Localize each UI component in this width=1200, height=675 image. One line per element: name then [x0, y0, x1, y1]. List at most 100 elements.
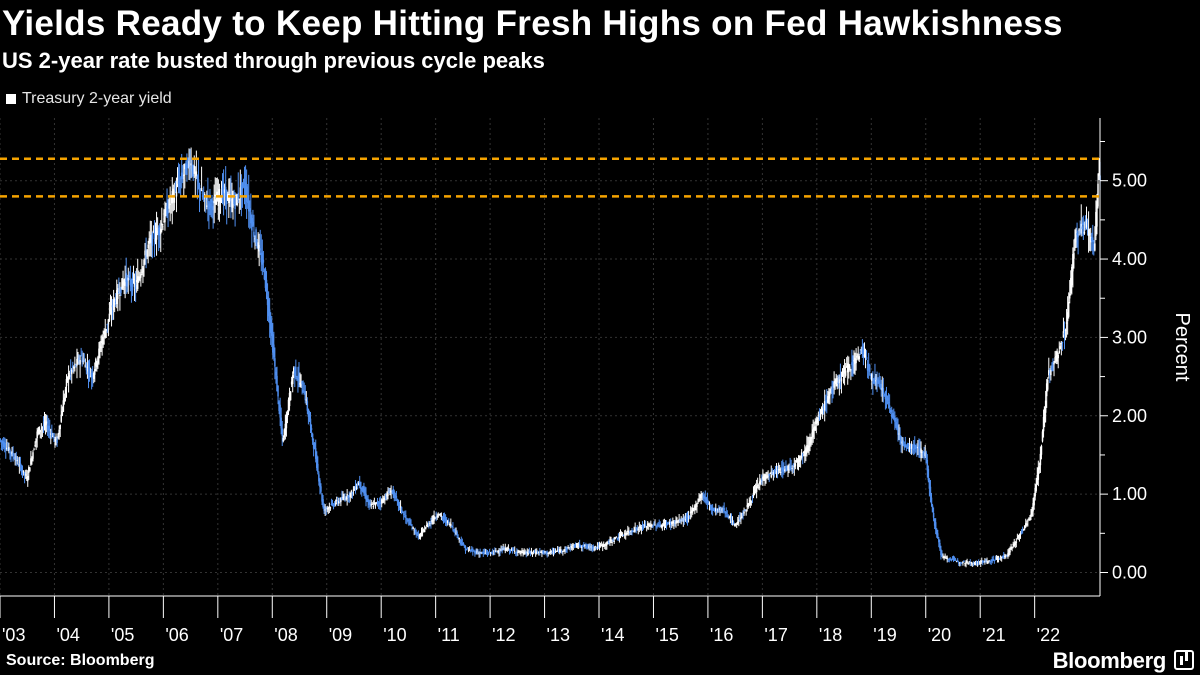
candle-body — [60, 414, 63, 422]
candle-body — [1041, 431, 1044, 442]
candle-body — [348, 495, 350, 498]
candle-body — [222, 185, 225, 196]
candle-body — [75, 364, 77, 366]
candle-body — [79, 359, 81, 365]
candle-body — [88, 366, 91, 370]
candle-body — [109, 309, 112, 312]
candle-body — [156, 230, 159, 234]
candle-body — [1088, 233, 1091, 235]
candle-body — [194, 172, 197, 174]
candle-body — [629, 530, 631, 532]
candle-body — [277, 385, 279, 397]
candle-body — [772, 471, 775, 476]
candle-body — [236, 196, 238, 206]
candle-body — [187, 159, 189, 161]
candle-body — [713, 508, 716, 512]
candle-body — [620, 533, 623, 535]
candle-body — [843, 367, 846, 374]
candle-body — [659, 525, 662, 527]
candle-body — [148, 238, 150, 244]
candle-body — [545, 552, 547, 554]
candle-body — [479, 552, 481, 554]
candle-body — [834, 380, 836, 383]
candle-body — [281, 428, 283, 436]
candle-body — [425, 524, 428, 527]
candle-body — [111, 305, 114, 308]
candle-body — [526, 551, 529, 554]
candle-body — [184, 164, 186, 170]
candle-body — [710, 506, 713, 510]
candle-body — [742, 512, 744, 516]
candle-body — [389, 493, 391, 496]
candle-body — [1057, 354, 1059, 359]
x-tick-label: '14 — [601, 625, 624, 645]
candle-body — [1060, 341, 1063, 344]
candle-body — [770, 471, 773, 478]
candle-body — [535, 551, 538, 554]
candle-body — [1043, 406, 1046, 423]
candle-body — [584, 544, 586, 546]
candle-body — [318, 474, 320, 482]
candle-body — [481, 552, 483, 554]
candle-body — [905, 446, 908, 448]
candle-body — [587, 545, 589, 547]
candle-body — [328, 506, 331, 508]
candle-body — [110, 310, 113, 316]
candle-body — [494, 550, 496, 552]
candle-body — [576, 545, 579, 547]
candle-body — [518, 550, 520, 552]
candle-body — [812, 429, 814, 438]
candle-body — [1025, 523, 1027, 526]
candle-body — [325, 507, 327, 509]
candle-body — [1045, 383, 1048, 397]
candle-body — [665, 524, 668, 526]
candle-body — [72, 366, 74, 369]
candle-body — [369, 502, 371, 504]
candle-body — [183, 174, 185, 176]
candle-body — [295, 367, 297, 377]
candle-body — [1026, 523, 1028, 525]
candle-body — [299, 382, 301, 385]
candle-body — [528, 551, 531, 553]
candle-body — [796, 460, 799, 463]
candle-body — [101, 341, 103, 343]
candle-body — [411, 528, 413, 530]
candle-body — [480, 551, 482, 554]
candle-body — [307, 409, 310, 417]
candle-body — [284, 423, 287, 436]
candle-body — [923, 451, 925, 453]
candle-body — [215, 199, 218, 205]
candle-body — [444, 518, 447, 522]
candle-body — [616, 537, 619, 539]
candle-body — [234, 204, 236, 210]
candle-body — [283, 429, 286, 438]
candle-body — [837, 382, 840, 385]
candle-body — [571, 547, 574, 549]
candle-body — [643, 524, 646, 527]
candle-body — [375, 502, 378, 504]
candle-body — [1065, 322, 1068, 324]
candle-body — [621, 535, 624, 537]
candle-body — [54, 439, 56, 441]
candle-body — [548, 551, 551, 554]
candle-body — [983, 561, 985, 563]
candle-body — [525, 552, 527, 554]
candle-body — [947, 558, 950, 560]
candle-body — [588, 545, 590, 548]
candle-body — [207, 198, 209, 203]
x-tick-label: '21 — [982, 625, 1005, 645]
candle-body — [1062, 331, 1065, 338]
candle-body — [655, 526, 657, 528]
candle-body — [1094, 243, 1096, 251]
candle-body — [709, 504, 712, 507]
candle-body — [810, 437, 812, 443]
candle-body — [757, 486, 760, 488]
candle-body — [456, 531, 458, 536]
candle-body — [532, 550, 535, 552]
chart-subtitle: US 2-year rate busted through previous c… — [2, 48, 545, 73]
candle-body — [322, 499, 324, 507]
candle-body — [580, 546, 583, 548]
candle-body — [320, 486, 322, 492]
candle-body — [390, 490, 392, 493]
x-tick-label: '06 — [165, 625, 188, 645]
